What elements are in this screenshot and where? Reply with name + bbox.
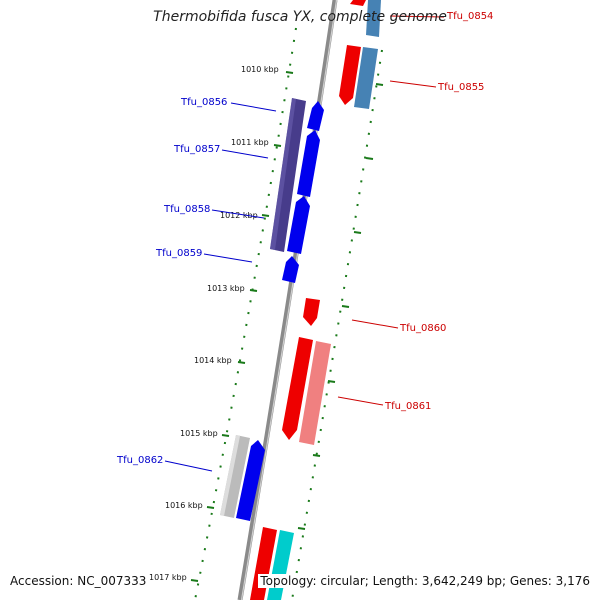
accession-text: Accession: NC_007333 <box>8 574 149 588</box>
gene-label[interactable]: Tfu_0856 <box>180 97 227 108</box>
forward-callouts <box>164 102 277 472</box>
gene-feature-steel[interactable] <box>366 0 381 37</box>
gene-feature-red[interactable] <box>282 337 313 440</box>
forward-genes <box>220 98 324 600</box>
tick-label: 1017 kbp <box>149 573 187 582</box>
gene-feature-blue[interactable] <box>287 196 310 254</box>
gene-feature-blue[interactable] <box>236 440 265 521</box>
tick-label: 1012 kbp <box>220 211 258 220</box>
tick-label: 1011 kbp <box>231 138 269 147</box>
gene-feature-red[interactable] <box>350 0 366 6</box>
gene-label[interactable]: Tfu_0857 <box>173 144 220 155</box>
tick-label: 1016 kbp <box>165 501 203 510</box>
tick-label: 1010 kbp <box>241 65 279 74</box>
genome-summary: Topology: circular; Length: 3,642,249 bp… <box>258 574 592 588</box>
gene-label[interactable]: Tfu_0860 <box>399 323 446 334</box>
gene-feature-red[interactable] <box>303 298 320 326</box>
gene-label[interactable]: Tfu_0855 <box>437 82 484 93</box>
gene-label[interactable]: Tfu_0859 <box>155 248 202 259</box>
gene-feature-red[interactable] <box>339 45 361 105</box>
gene-feature-steel[interactable] <box>354 47 378 109</box>
gene-feature-blue[interactable] <box>297 130 320 197</box>
gene-label[interactable]: Tfu_0862 <box>116 455 163 466</box>
outer-tick-ring <box>291 49 383 600</box>
reverse-gene-labels: Tfu_0854 Tfu_0855 Tfu_0860 Tfu_0861 <box>384 11 493 412</box>
reverse-genes <box>282 0 381 445</box>
gene-feature-pink[interactable] <box>299 341 331 445</box>
forward-gene-labels: Tfu_0856 Tfu_0857 Tfu_0858 Tfu_0859 Tfu_… <box>116 97 227 466</box>
tick-label: 1014 kbp <box>194 356 232 365</box>
tick-label: 1015 kbp <box>180 429 218 438</box>
major-ticks <box>190 71 384 582</box>
reverse-callouts <box>337 15 445 406</box>
gene-feature-blue[interactable] <box>307 101 324 131</box>
gene-feature-blue[interactable] <box>282 256 299 283</box>
gene-label[interactable]: Tfu_0854 <box>446 11 493 22</box>
tick-labels: 1010 kbp 1011 kbp 1012 kbp 1013 kbp 1014… <box>149 65 279 582</box>
tick-label: 1013 kbp <box>207 284 245 293</box>
gene-label[interactable]: Tfu_0861 <box>384 401 431 412</box>
gene-feature-red[interactable] <box>250 527 277 600</box>
genome-backbone <box>237 0 338 600</box>
map-title: Thermobifida fusca YX, complete genome <box>153 9 447 25</box>
gene-label[interactable]: Tfu_0858 <box>163 204 210 215</box>
